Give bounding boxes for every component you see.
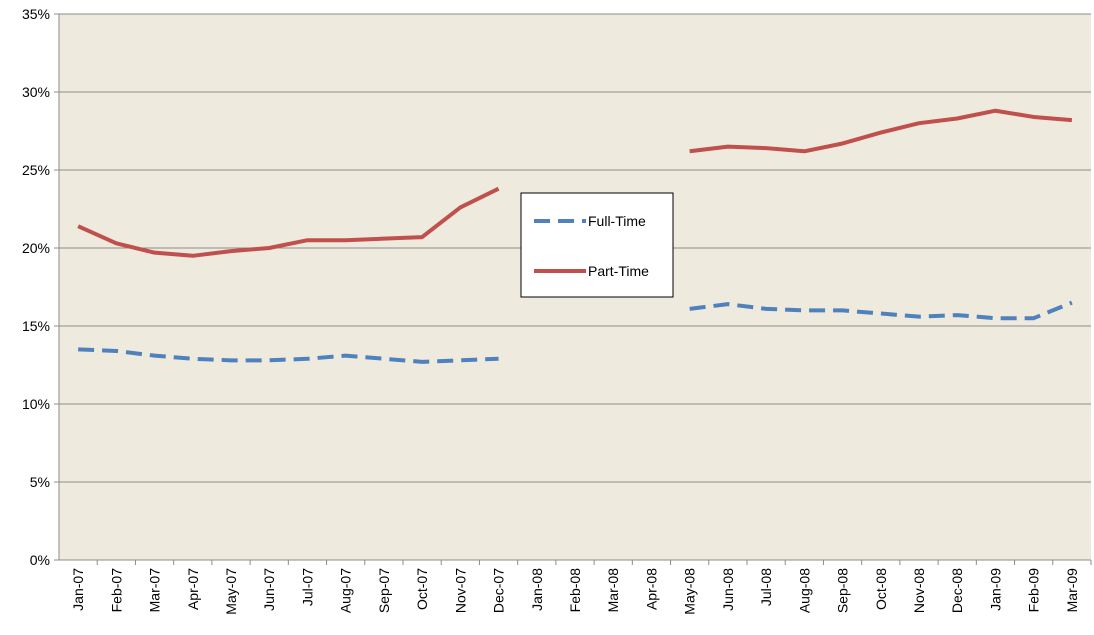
x-tick-label: Jul-07 <box>299 568 315 606</box>
legend: Full-Time Part-Time <box>520 192 674 298</box>
x-tick-label: Dec-07 <box>491 568 507 613</box>
x-tick-label: Oct-07 <box>414 568 430 610</box>
y-tick-label: 30% <box>22 84 50 100</box>
x-tick-label: Jan-08 <box>529 568 545 611</box>
y-tick-label: 25% <box>22 162 50 178</box>
x-tick-label: Jan-07 <box>70 568 86 611</box>
x-tick-label: Jun-07 <box>261 568 277 611</box>
x-tick-label: Jun-08 <box>720 568 736 611</box>
legend-box <box>520 192 674 298</box>
x-tick-label: Sep-08 <box>835 568 851 613</box>
x-tick-label: Mar-08 <box>605 568 621 613</box>
x-tick-label: Aug-08 <box>796 568 812 613</box>
series-line <box>77 108 1073 258</box>
x-tick-label: Sep-07 <box>376 568 392 613</box>
y-tick-label: 35% <box>22 6 50 22</box>
x-tick-label: Jul-08 <box>758 568 774 606</box>
x-tick-label: May-07 <box>223 568 239 615</box>
x-tick-label: May-08 <box>682 568 698 615</box>
x-tick-label: Aug-07 <box>338 568 354 613</box>
x-tick-label: Nov-08 <box>911 568 927 613</box>
legend-label: Part-Time <box>588 263 649 279</box>
x-tick-label: Apr-07 <box>185 568 201 610</box>
x-tick-label: Oct-08 <box>873 568 889 610</box>
x-tick-label: Feb-08 <box>567 568 583 613</box>
x-tick-label: Dec-08 <box>949 568 965 613</box>
y-tick-label: 15% <box>22 318 50 334</box>
y-tick-label: 10% <box>22 396 50 412</box>
x-tick-label: Jan-09 <box>987 568 1003 611</box>
x-tick-label: Mar-07 <box>147 568 163 613</box>
y-tick-label: 0% <box>30 552 50 568</box>
y-tick-label: 20% <box>22 240 50 256</box>
x-tick-label: Feb-09 <box>1026 568 1042 613</box>
series-line <box>78 300 1073 364</box>
x-tick-label: Nov-07 <box>452 568 468 613</box>
y-tick-label: 5% <box>30 474 50 490</box>
x-tick-label: Mar-09 <box>1064 568 1080 613</box>
legend-label: Full-Time <box>588 213 646 229</box>
x-tick-label: Apr-08 <box>643 568 659 610</box>
x-tick-label: Feb-07 <box>108 568 124 613</box>
